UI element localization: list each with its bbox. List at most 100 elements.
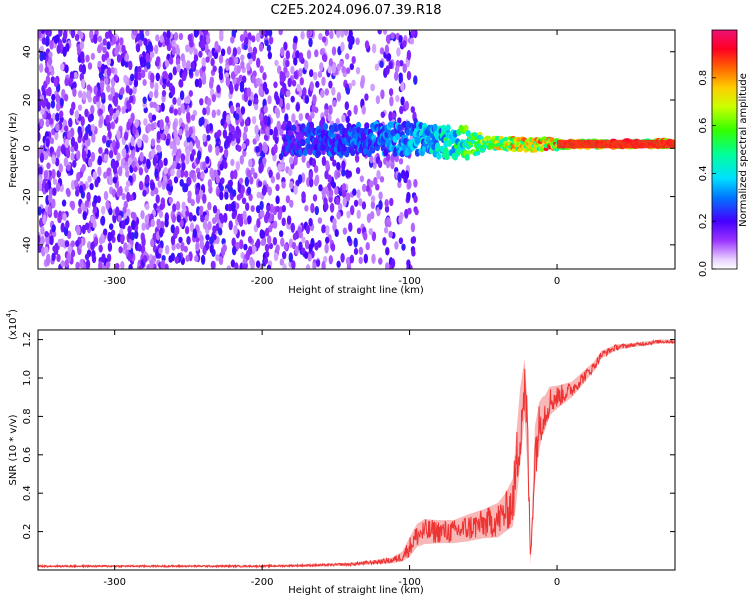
spectrogram-noise-cell [163, 128, 169, 135]
spectrogram-noise-cell [44, 246, 49, 254]
spectrogram-noise-cell [137, 243, 142, 252]
spectrogram-noise-cell [38, 166, 43, 174]
spectrogram-noise-cell [298, 68, 303, 77]
spectrogram-noise-cell [65, 220, 70, 229]
spectrogram-noise-cell [280, 162, 286, 171]
spectrogram-noise-cell [385, 65, 390, 75]
spectrogram-noise-cell [269, 203, 274, 214]
spectrogram-noise-cell [64, 259, 69, 268]
spectrogram-noise-cell [276, 120, 281, 131]
spectrogram-noise-cell [142, 96, 147, 105]
spectrogram-noise-cell [198, 189, 204, 198]
spectrogram-noise-cell [402, 63, 407, 74]
spectrogram-noise-cell [348, 30, 353, 38]
spectrogram-noise-cell [237, 145, 242, 152]
spectrogram-noise-cell [101, 253, 106, 263]
spectrogram-noise-cell [183, 170, 189, 178]
spectrogram-noise-cell [245, 138, 250, 147]
spectrogram-noise-cell [279, 258, 284, 266]
spectrogram-noise-cell [232, 246, 237, 256]
spectrogram-noise-cell [250, 261, 255, 269]
spectrogram-noise-cell [248, 46, 253, 54]
spectrogram-noise-cell [156, 219, 161, 229]
spectrogram-noise-cell [256, 238, 261, 249]
spectrogram-noise-cell [266, 44, 272, 52]
spectrogram-noise-cell [126, 208, 131, 217]
spectrogram-noise-cell [161, 89, 167, 97]
spectrogram-noise-cell [320, 89, 325, 99]
spectrogram-noise-cell [266, 204, 271, 212]
spectrogram-noise-cell [233, 169, 238, 180]
spectrogram-noise-cell [298, 112, 303, 122]
spectrogram-noise-cell [370, 195, 376, 202]
spectrogram-noise-cell [364, 93, 369, 101]
spectrogram-noise-cell [341, 183, 347, 192]
spectrogram-noise-cell [243, 92, 249, 103]
spectrogram-noise-cell [289, 156, 294, 165]
spectrogram-noise-cell [38, 245, 42, 253]
spectrogram-noise-cell [65, 187, 71, 196]
spectrogram-noise-cell [305, 264, 311, 269]
spectrogram-noise-cell [168, 255, 173, 263]
spectrogram-noise-cell [205, 155, 210, 165]
spectrogram-noise-cell [130, 148, 136, 159]
spectrogram-noise-cell [119, 37, 124, 46]
spectrogram-signal-cell [308, 121, 314, 129]
spectrogram-noise-cell [251, 115, 257, 125]
spectrogram-noise-cell [158, 247, 163, 254]
spectrogram-signal-cell [445, 124, 451, 132]
spectrogram-noise-cell [78, 129, 83, 139]
spectrogram-noise-cell [92, 171, 98, 181]
spectrogram-noise-cell [55, 122, 60, 132]
spectrogram-noise-cell [135, 43, 141, 53]
spectrogram-noise-cell [125, 180, 131, 188]
spectrogram-noise-cell [345, 256, 351, 266]
spectrogram-noise-cell [76, 171, 81, 182]
spectrogram-noise-cell [70, 136, 76, 148]
spectrogram-noise-cell [178, 236, 183, 244]
spectrogram-noise-cell [314, 174, 320, 185]
spectrogram-x-tick-label: -300 [103, 276, 126, 287]
spectrogram-noise-cell [189, 222, 195, 233]
spectrogram-noise-cell [411, 235, 417, 244]
spectrogram-noise-cell [101, 53, 106, 63]
spectrogram-noise-cell [44, 230, 49, 238]
spectrogram-noise-cell [246, 62, 251, 72]
spectrogram-noise-cell [103, 190, 109, 201]
spectrogram-noise-cell [187, 195, 192, 204]
spectrogram-signal-cell [543, 146, 549, 152]
spectrogram-noise-cell [97, 44, 102, 54]
spectrogram-noise-cell [90, 124, 96, 132]
spectrogram-noise-cell [55, 157, 60, 167]
spectrogram-noise-cell [304, 95, 310, 104]
spectrogram-noise-cell [386, 53, 392, 61]
spectrogram-noise-cell [293, 57, 298, 66]
spectrogram-noise-cell [145, 30, 150, 37]
spectrogram-noise-cell [165, 244, 170, 255]
spectrogram-noise-cell [215, 174, 220, 184]
spectrogram-noise-cell [112, 176, 118, 184]
spectrogram-noise-cell [56, 147, 61, 159]
spectrogram-noise-cell [141, 222, 146, 231]
spectrogram-noise-cell [38, 181, 43, 192]
spectrogram-noise-cell [353, 104, 358, 115]
spectrogram-noise-cell [133, 30, 138, 37]
snr-x-tick-label: -300 [103, 577, 126, 588]
spectrogram-noise-cell [247, 52, 252, 60]
spectrogram-noise-cell [197, 77, 203, 89]
spectrogram-noise-cell [130, 73, 135, 82]
spectrogram-noise-cell [200, 116, 205, 126]
spectrogram-noise-cell [164, 263, 169, 269]
spectrogram-noise-cell [369, 180, 374, 188]
spectrogram-noise-cell [324, 30, 330, 37]
spectrogram-noise-cell [183, 139, 189, 149]
spectrogram-noise-cell [246, 169, 252, 178]
spectrogram-noise-cell [309, 69, 314, 78]
spectrogram-noise-cell [385, 262, 390, 269]
spectrogram-noise-cell [240, 54, 245, 62]
spectrogram-noise-cell [84, 132, 89, 141]
spectrogram-noise-cell [341, 168, 346, 177]
spectrogram-noise-cell [125, 85, 130, 94]
spectrogram-noise-cell [252, 245, 257, 253]
spectrogram-noise-cell [310, 237, 315, 248]
